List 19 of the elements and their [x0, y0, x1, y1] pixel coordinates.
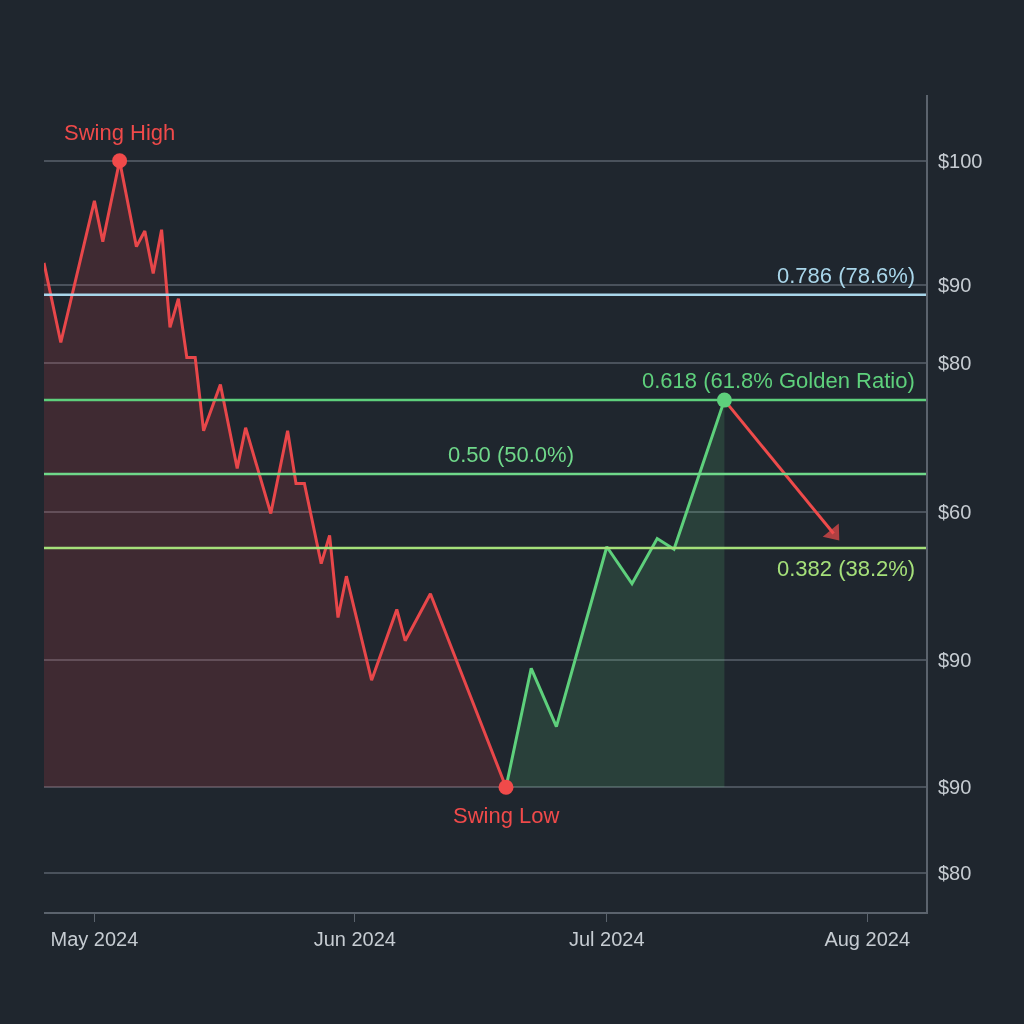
point: [112, 153, 128, 169]
x-tick-label: May 2024: [50, 928, 139, 950]
text: $80: [938, 352, 972, 374]
ref-line-label: 0.618 (61.8% Golden Ratio): [642, 368, 915, 393]
point: [498, 779, 514, 795]
annotation: Swing High: [64, 120, 176, 145]
x-tick-label: Jun 2024: [313, 928, 396, 950]
ref-line-label: 0.382 (38.2%): [777, 556, 916, 581]
ref-line-label: 0.50 (50.0%): [448, 442, 574, 467]
text: $60: [938, 501, 972, 523]
text: $100: [938, 150, 983, 172]
text: $80: [938, 862, 972, 884]
text: $90: [938, 274, 972, 296]
text: $90: [938, 776, 972, 798]
ref-line-label: 0.786 (78.6%): [777, 263, 916, 288]
x-tick-label: Jul 2024: [568, 928, 645, 950]
annotation: Swing Low: [453, 803, 560, 828]
text: $90: [938, 649, 972, 671]
x-tick-label: Aug 2024: [824, 928, 911, 950]
